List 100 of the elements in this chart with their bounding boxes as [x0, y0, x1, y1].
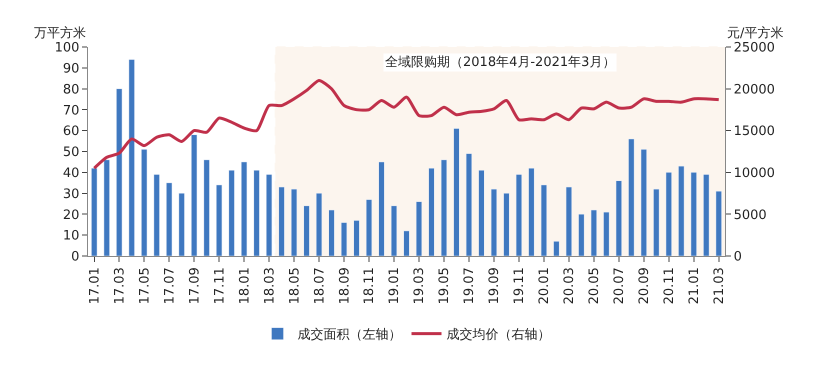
x-tick-label: 19.03: [412, 267, 428, 304]
x-tick-label: 20.11: [662, 267, 678, 304]
bar: [366, 199, 372, 256]
bar: [566, 186, 572, 256]
bar: [478, 170, 484, 256]
bar: [428, 168, 435, 256]
y2-tick-label: 25000: [734, 40, 775, 56]
x-tick-label: 17.05: [137, 267, 152, 304]
x-tick-label: 20.03: [562, 267, 578, 304]
legend-label: 成交面积（左轴）: [298, 326, 402, 343]
y-tick-label: 30: [62, 186, 80, 202]
x-tick-label: 17.07: [162, 267, 178, 304]
bar: [453, 128, 460, 256]
bar: [353, 220, 360, 256]
bar: [291, 188, 298, 256]
y-tick-label: 40: [62, 166, 80, 181]
bar: [166, 182, 172, 256]
x-tick-label: 18.01: [237, 267, 252, 304]
bar: [154, 174, 160, 256]
y2-tick-label: 0: [734, 250, 742, 265]
bar: [216, 184, 222, 256]
x-tick-label: 19.09: [487, 267, 502, 304]
bar: [603, 212, 610, 256]
line-series: [92, 78, 720, 170]
bar: [516, 174, 522, 256]
bar: [528, 168, 534, 256]
y-axis-title: 万平方米: [34, 25, 86, 41]
bar: [191, 134, 198, 256]
x-tick-label: 19.07: [462, 267, 478, 304]
bar: [666, 172, 672, 256]
bar: [703, 174, 710, 256]
x-tick-label: 17.03: [112, 267, 128, 304]
x-tick-label: 20.07: [612, 267, 628, 304]
bar: [328, 210, 335, 256]
y-tick-label: 10: [62, 228, 80, 244]
bar: [716, 190, 722, 256]
y-tick-label: 90: [62, 61, 80, 76]
bar: [378, 162, 385, 256]
x-tick-label: 17.11: [212, 267, 228, 304]
x-tick-label: 19.01: [387, 267, 402, 304]
bar: [304, 206, 310, 256]
bar: [266, 174, 272, 256]
bar: [503, 193, 510, 256]
bar: [390, 206, 398, 256]
y-tick-label: 20: [62, 208, 80, 223]
bar: [653, 188, 660, 256]
bar: [128, 59, 135, 256]
x-tick-label: 19.05: [437, 267, 452, 304]
bar: [178, 193, 185, 256]
bar: [440, 160, 448, 256]
y-tick-label: 50: [62, 145, 80, 160]
legend-label: 成交均价（右轴）: [446, 326, 550, 343]
bar: [578, 214, 584, 256]
x-tick-label: 17.01: [87, 267, 102, 304]
bar: [616, 180, 622, 256]
bar: [416, 201, 422, 256]
y2-tick-label: 15000: [734, 124, 775, 140]
y2-tick-label: 20000: [734, 82, 775, 98]
y-tick-label: 70: [62, 103, 80, 118]
x-tick-label: 18.11: [362, 267, 378, 304]
bar: [466, 153, 472, 256]
y2-tick-label: 5000: [734, 208, 767, 223]
x-tick-label: 20.05: [587, 267, 602, 304]
y-tick-label: 100: [54, 40, 80, 56]
bar: [91, 168, 98, 256]
bar: [254, 170, 260, 256]
bar: [116, 88, 122, 256]
bar: [141, 149, 148, 256]
x-tick-label: 20.09: [637, 267, 652, 304]
bar: [640, 149, 647, 256]
x-tick-label: 19.11: [512, 267, 528, 304]
y-tick-label: 60: [62, 124, 80, 140]
x-tick-label: 21.01: [686, 267, 702, 304]
bar: [690, 172, 697, 256]
bar: [678, 166, 684, 256]
x-tick-label: 21.03: [712, 267, 727, 304]
bar: [340, 222, 348, 256]
x-tick-label: 18.05: [287, 267, 302, 304]
bar: [490, 188, 497, 256]
y2-tick-label: 10000: [734, 166, 775, 181]
x-tick-label: 18.09: [337, 267, 352, 304]
y-tick-label: 80: [62, 82, 80, 98]
x-tick-label: 17.09: [187, 267, 202, 304]
x-tick-label: 18.07: [312, 267, 328, 304]
bar: [104, 160, 110, 256]
bar: [540, 184, 547, 256]
band-label: 全域限购期（2018年4月-2021年3月）: [385, 55, 616, 70]
bar: [316, 193, 322, 256]
x-tick-label: 18.03: [262, 267, 278, 304]
bar: [241, 162, 248, 256]
bar: [403, 230, 410, 256]
bar: [228, 170, 235, 256]
bar: [553, 241, 560, 256]
y-tick-label: 0: [71, 250, 80, 265]
bar: [278, 186, 285, 256]
y2-axis-title: 元/平方米: [727, 25, 784, 41]
bar: [590, 210, 597, 256]
x-tick-label: 20.01: [537, 267, 552, 304]
bar: [628, 138, 634, 256]
bar: [204, 160, 210, 256]
